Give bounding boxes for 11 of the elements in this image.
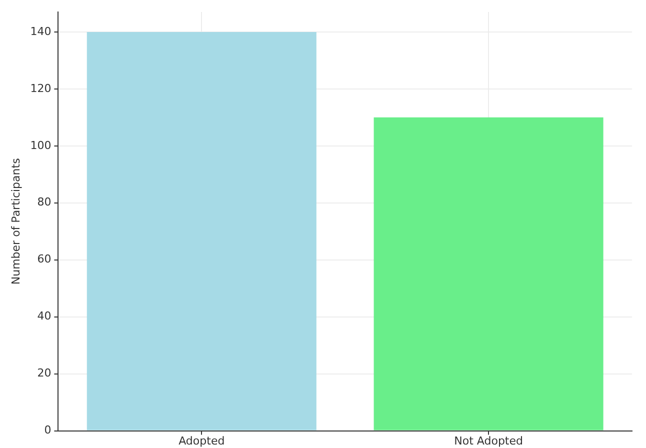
x-tick-label: Adopted	[178, 434, 225, 448]
y-tick-label: 120	[30, 82, 52, 95]
y-tick-label: 0	[44, 424, 52, 437]
y-tick-label: 60	[37, 252, 52, 266]
y-tick-label: 80	[37, 196, 52, 209]
y-tick-label: 100	[30, 138, 52, 152]
y-tick-label: 40	[37, 310, 52, 323]
x-tick-label: Not Adopted	[454, 434, 523, 448]
y-tick-label: 20	[37, 366, 52, 380]
y-tick-label: 140	[30, 24, 52, 38]
y-axis-title: Number of Participants	[9, 158, 22, 285]
